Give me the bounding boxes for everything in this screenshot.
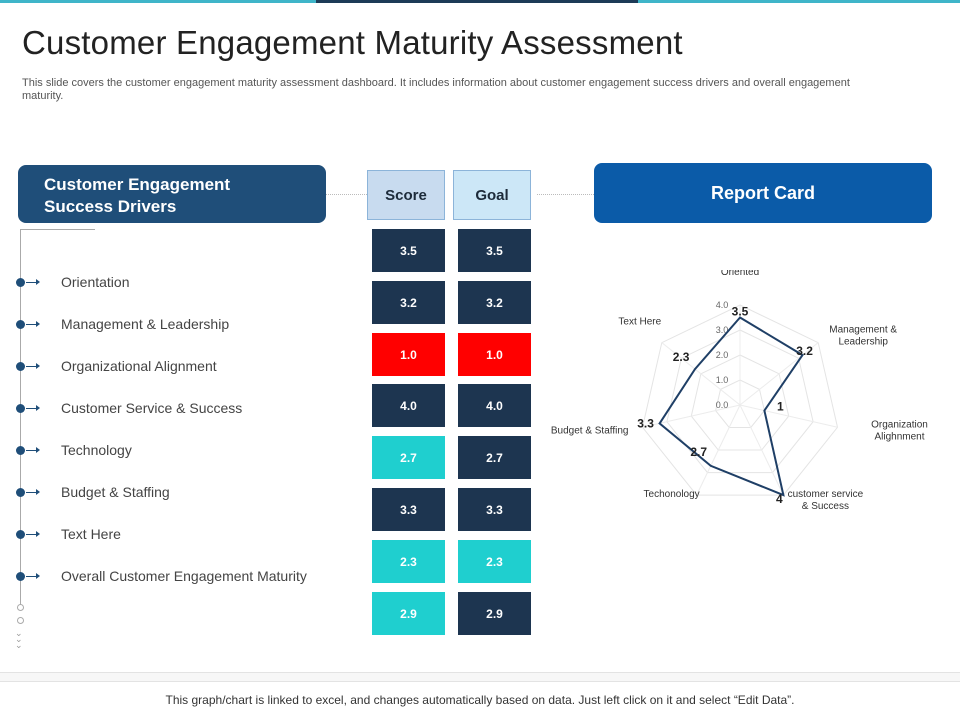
driver-label: Organizational Alignment: [61, 358, 217, 374]
timeline-top-line: [20, 229, 95, 230]
radar-grid-ring: [715, 379, 765, 428]
radar-grid-ring: [666, 329, 814, 474]
top-accent-line-dark: [316, 0, 638, 3]
goal-cell: 3.2: [458, 281, 531, 324]
arrow-line: [26, 324, 38, 325]
arrow-line: [26, 450, 38, 451]
radar-grid-ring: [641, 304, 839, 496]
radar-spoke: [696, 404, 741, 496]
radar-axis-label: Management & Leadership: [829, 325, 897, 348]
driver-label: Text Here: [61, 526, 121, 542]
driver-label: Overall Customer Engagement Maturity: [61, 568, 307, 584]
bullet-dot-icon: [16, 446, 25, 455]
radar-tick-label: 3.0: [716, 325, 729, 335]
radar-spoke: [739, 404, 838, 428]
score-cell: 1.0: [372, 333, 445, 376]
bullet-dot-icon: [16, 488, 25, 497]
report-card-radar-chart: 0.0 1.0 2.0 3.0 4.0 Oriented Management & Leade…: [551, 270, 928, 512]
page-description: This slide covers the customer engagemen…: [22, 77, 850, 102]
arrow-right-icon: [36, 279, 40, 285]
radar-spoke: [661, 342, 741, 406]
goal-cell: 2.9: [458, 592, 531, 635]
radar-axis-label: Oriented: [721, 270, 759, 278]
radar-tick-label: 0.0: [716, 400, 729, 410]
goal-cell: 2.7: [458, 436, 531, 479]
score-cell: 2.3: [372, 540, 445, 583]
arrow-line: [26, 492, 38, 493]
arrow-right-icon: [36, 405, 40, 411]
arrow-line: [26, 576, 38, 577]
score-cell: 3.2: [372, 281, 445, 324]
arrow-right-icon: [36, 363, 40, 369]
radar-axis-label: Techonology: [644, 489, 700, 500]
timeline-vertical-line: [20, 229, 21, 607]
score-cell: 3.3: [372, 488, 445, 531]
arrow-right-icon: [36, 321, 40, 327]
radar-value-label: 1: [777, 400, 784, 414]
radar-tick-label: 1.0: [716, 375, 729, 385]
connector-line-left: [326, 194, 367, 195]
driver-label: Management & Leadership: [61, 316, 230, 332]
drivers-header-line1: Customer Engagement: [44, 175, 231, 194]
bullet-dot-icon: [16, 404, 25, 413]
radar-value-label: 2.3: [673, 350, 690, 364]
radar-tick-label: 4.0: [716, 300, 729, 310]
arrow-line: [26, 408, 38, 409]
goal-cell: 3.3: [458, 488, 531, 531]
report-card-header: Report Card: [594, 163, 932, 223]
score-cell: 2.7: [372, 436, 445, 479]
timeline-end-circle: [17, 604, 24, 611]
radar-value-label: 4: [776, 492, 783, 506]
arrow-right-icon: [36, 531, 40, 537]
arrow-line: [26, 534, 38, 535]
goal-cell: 4.0: [458, 384, 531, 427]
radar-axis-label: customer service & Success: [788, 489, 864, 512]
drivers-header: Customer Engagement Success Drivers: [18, 165, 326, 223]
timeline-end-circle: [17, 617, 24, 624]
arrow-line: [26, 366, 38, 367]
connector-line-right: [537, 194, 594, 195]
score-cell: 2.9: [372, 592, 445, 635]
radar-spoke: [739, 404, 784, 496]
bottom-band: [0, 672, 960, 682]
goal-cell: 2.3: [458, 540, 531, 583]
radar-value-label: 2.7: [690, 445, 707, 459]
radar-axis-label: Organization Alighnment: [871, 419, 928, 442]
score-cell: 4.0: [372, 384, 445, 427]
radar-value-label: 3.5: [732, 305, 749, 319]
radar-value-label: 3.2: [796, 344, 813, 358]
score-cell: 3.5: [372, 229, 445, 272]
driver-label: Customer Service & Success: [61, 400, 243, 416]
radar-series-line: [658, 316, 804, 497]
bullet-dot-icon: [16, 362, 25, 371]
bullet-dot-icon: [16, 530, 25, 539]
footer-note: This graph/chart is linked to excel, and…: [165, 693, 795, 707]
driver-label: Orientation: [61, 274, 130, 290]
chevron-down-icon: ⌄ ⌄ ⌄: [15, 628, 23, 650]
radar-value-label: 3.3: [637, 416, 654, 430]
arrow-line: [26, 282, 38, 283]
radar-grid-ring: [690, 354, 790, 451]
goal-cell: 3.5: [458, 229, 531, 272]
score-column-header: Score: [367, 170, 445, 220]
page-title: Customer Engagement Maturity Assessment: [22, 24, 683, 61]
bullet-dot-icon: [16, 320, 25, 329]
bullet-dot-icon: [16, 278, 25, 287]
bullet-dot-icon: [16, 572, 25, 581]
arrow-right-icon: [36, 447, 40, 453]
radar-spoke: [739, 342, 819, 406]
radar-axis-label: Text Here: [618, 317, 661, 328]
driver-label: Budget & Staffing: [61, 484, 170, 500]
goal-column-header: Goal: [453, 170, 531, 220]
radar-axis-label: Budget & Staffing: [551, 425, 629, 436]
goal-cell: 1.0: [458, 333, 531, 376]
arrow-right-icon: [36, 489, 40, 495]
arrow-right-icon: [36, 573, 40, 579]
radar-tick-label: 2.0: [716, 350, 729, 360]
drivers-header-line2: Success Drivers: [44, 197, 177, 216]
driver-label: Technology: [61, 442, 132, 458]
